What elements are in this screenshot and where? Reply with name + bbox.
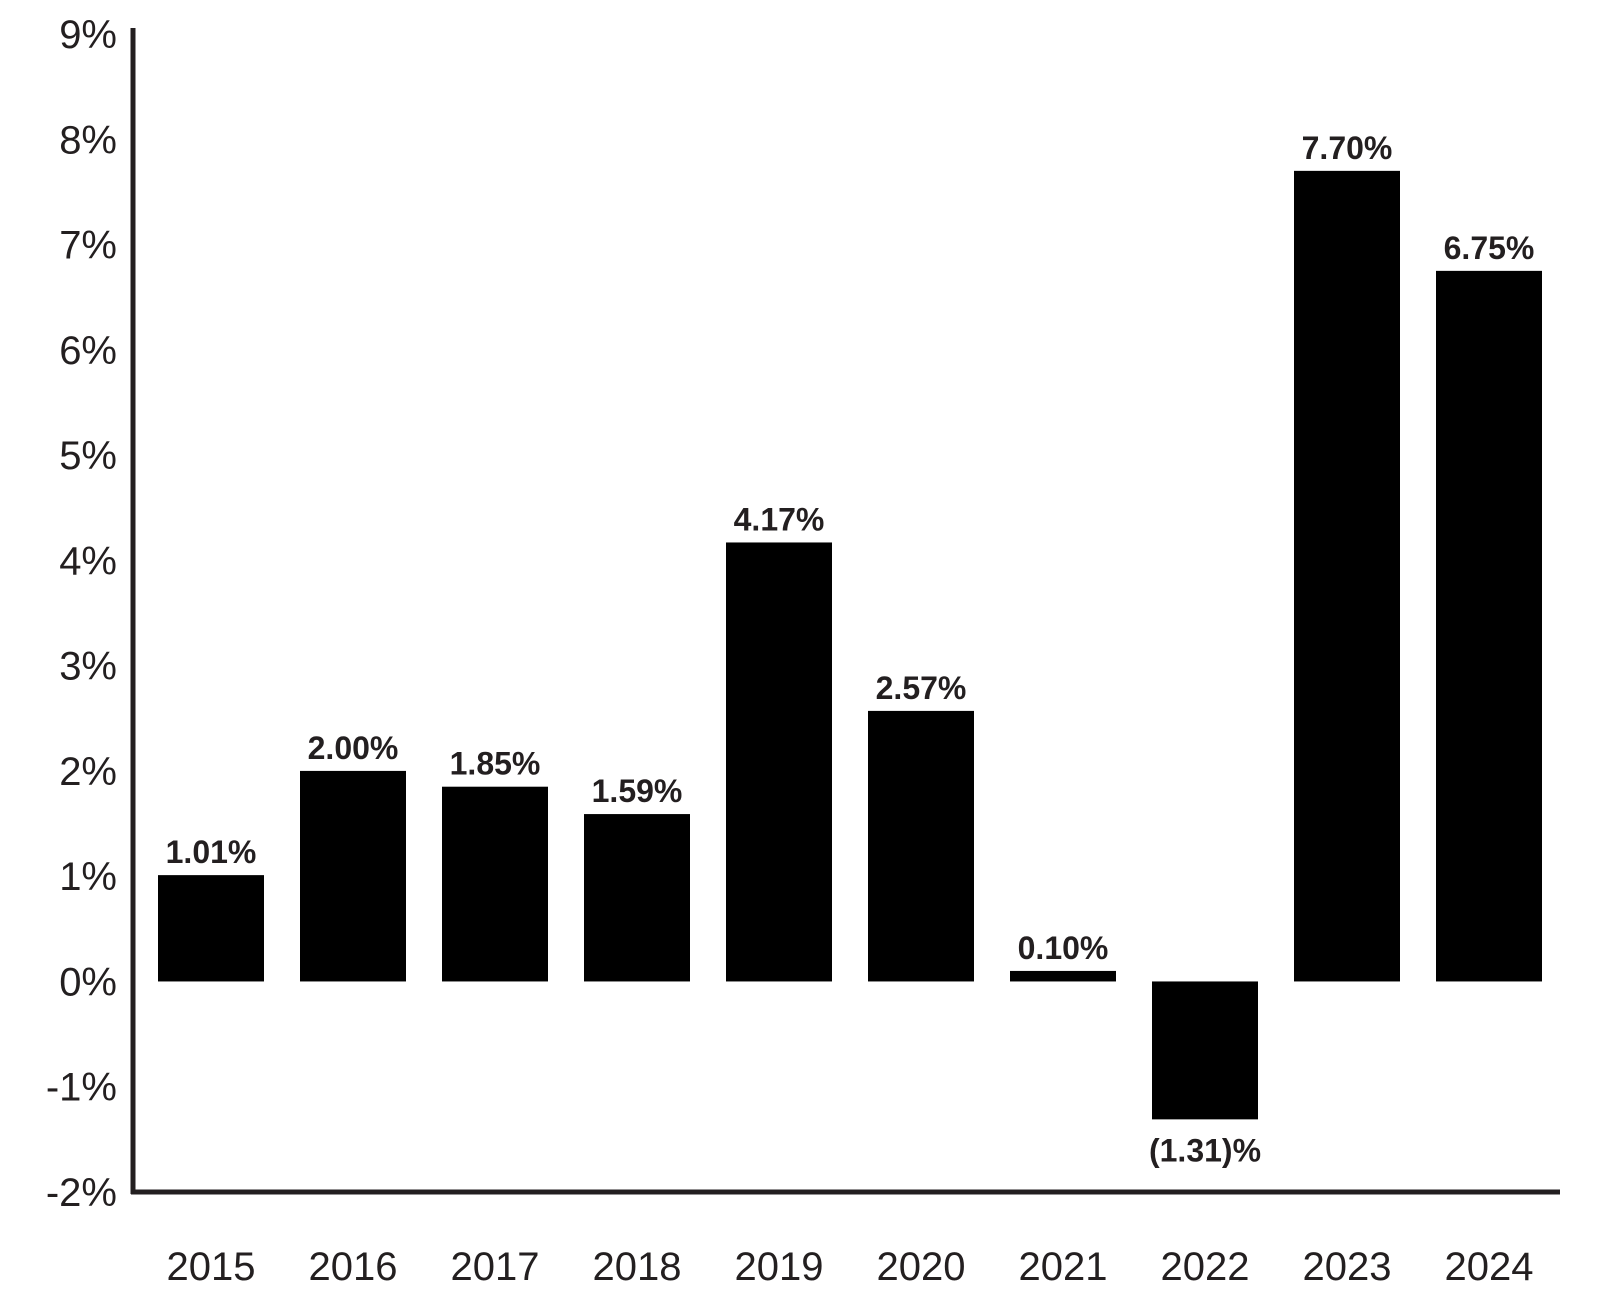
data-label-2017: 1.85%	[450, 746, 541, 782]
y-tick-label: 2%	[59, 750, 117, 794]
bar-2018	[584, 814, 690, 982]
x-tick-label-2019: 2019	[735, 1245, 824, 1289]
bar-2019	[726, 542, 832, 982]
y-tick-label: 1%	[59, 855, 117, 899]
data-label-2018: 1.59%	[592, 773, 683, 809]
x-tick-label-2022: 2022	[1161, 1245, 1250, 1289]
bar-2017	[442, 786, 548, 982]
y-tick-label: 8%	[59, 118, 117, 162]
x-axis-labels: 2015 2016 2017 2018 2019 2020 2021 2022 2023 2024	[167, 1245, 1534, 1289]
x-tick-label-2024: 2024	[1445, 1245, 1534, 1289]
data-label-2016: 2.00%	[308, 730, 399, 766]
bar-2015	[158, 875, 264, 982]
data-label-2020: 2.57%	[876, 670, 967, 706]
y-tick-label: 5%	[59, 434, 117, 478]
y-tick-label: 3%	[59, 645, 117, 689]
x-tick-label-2021: 2021	[1019, 1245, 1108, 1289]
data-label-2022: (1.31)%	[1149, 1132, 1261, 1168]
y-tick-label: 4%	[59, 539, 117, 583]
data-labels: 1.01% 2.00% 1.85% 1.59% 4.17% 2.57% 0.10% (1.31…	[166, 130, 1535, 1169]
bar-2022	[1152, 981, 1258, 1120]
data-label-2024: 6.75%	[1444, 230, 1535, 266]
x-tick-label-2020: 2020	[877, 1245, 966, 1289]
y-tick-label: -1%	[46, 1066, 117, 1110]
bar-2023	[1294, 170, 1400, 982]
x-tick-label-2018: 2018	[593, 1245, 682, 1289]
y-tick-label: 6%	[59, 329, 117, 373]
x-tick-label-2016: 2016	[309, 1245, 398, 1289]
y-tick-label: -2%	[46, 1171, 117, 1215]
y-tick-label: 7%	[59, 224, 117, 268]
bars	[158, 170, 1542, 1120]
y-tick-label: 9%	[59, 13, 117, 57]
bar-2016	[300, 770, 406, 982]
x-tick-label-2023: 2023	[1303, 1245, 1392, 1289]
x-tick-label-2017: 2017	[451, 1245, 540, 1289]
y-tick-label: 0%	[59, 960, 117, 1004]
data-label-2019: 4.17%	[734, 501, 825, 537]
bar-2020	[868, 710, 974, 982]
x-tick-label-2015: 2015	[167, 1245, 256, 1289]
data-label-2015: 1.01%	[166, 834, 257, 870]
bar-2024	[1436, 270, 1542, 982]
data-label-2021: 0.10%	[1018, 930, 1109, 966]
data-label-2023: 7.70%	[1302, 130, 1393, 166]
bar-2021	[1010, 970, 1116, 982]
y-axis-ticks: 9% 8% 7% 6% 5% 4% 3% 2% 1% 0% -1% -2%	[46, 13, 117, 1215]
